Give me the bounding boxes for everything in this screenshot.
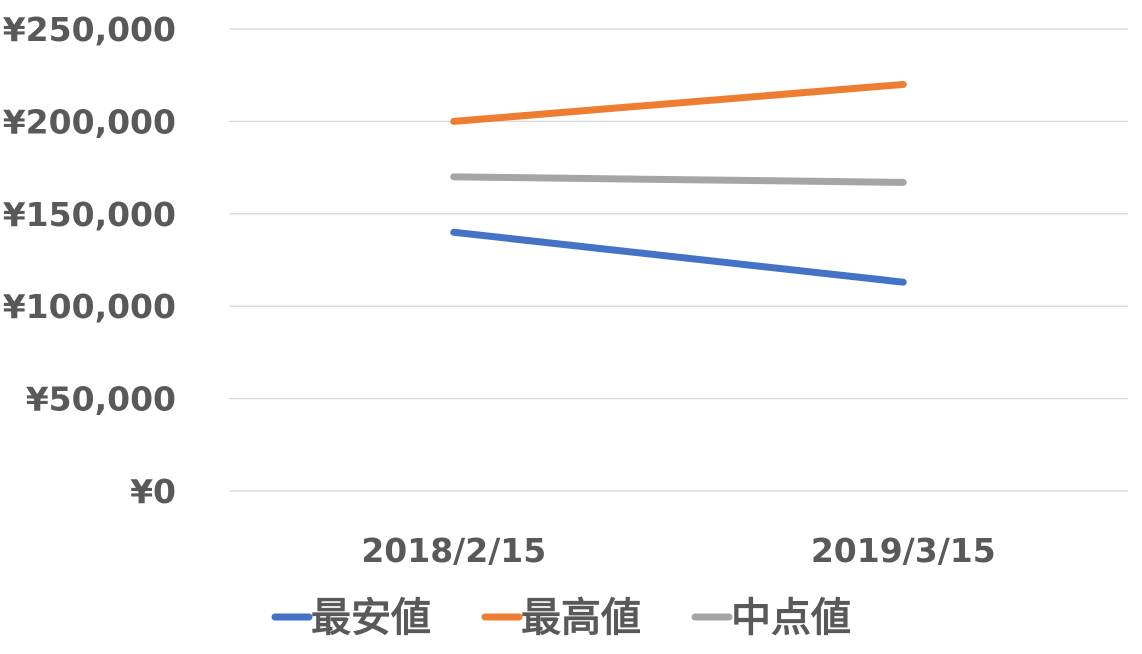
- y-tick-label: ¥0: [130, 472, 176, 511]
- y-tick-label: ¥200,000: [3, 102, 176, 141]
- legend-label: 最安値: [311, 595, 431, 641]
- y-axis-tick-labels: ¥0 ¥50,000 ¥100,000 ¥150,000 ¥200,000 ¥250,00…: [3, 10, 176, 511]
- legend-item: 最高値: [481, 595, 641, 641]
- legend-item: 最安値: [271, 595, 431, 641]
- series-line-3: [450, 173, 907, 186]
- legend: 最安値 最高値 中点値: [271, 595, 851, 641]
- x-axis-tick-labels: 2018/2/15 2019/3/15: [361, 531, 995, 570]
- series-lines: [450, 80, 907, 286]
- y-tick-label: ¥50,000: [26, 380, 176, 419]
- legend-item: 中点値: [691, 595, 851, 641]
- grid-lines: [229, 28, 1128, 492]
- y-tick-label: ¥150,000: [3, 195, 176, 234]
- y-tick-label: ¥250,000: [3, 10, 176, 49]
- series-line-2: [450, 80, 907, 125]
- legend-label: 最高値: [521, 595, 641, 641]
- series-line-1: [450, 228, 907, 286]
- x-tick-label: 2018/2/15: [361, 531, 546, 570]
- legend-label: 中点値: [731, 595, 851, 641]
- y-tick-label: ¥100,000: [3, 287, 176, 326]
- x-tick-label: 2019/3/15: [811, 531, 996, 570]
